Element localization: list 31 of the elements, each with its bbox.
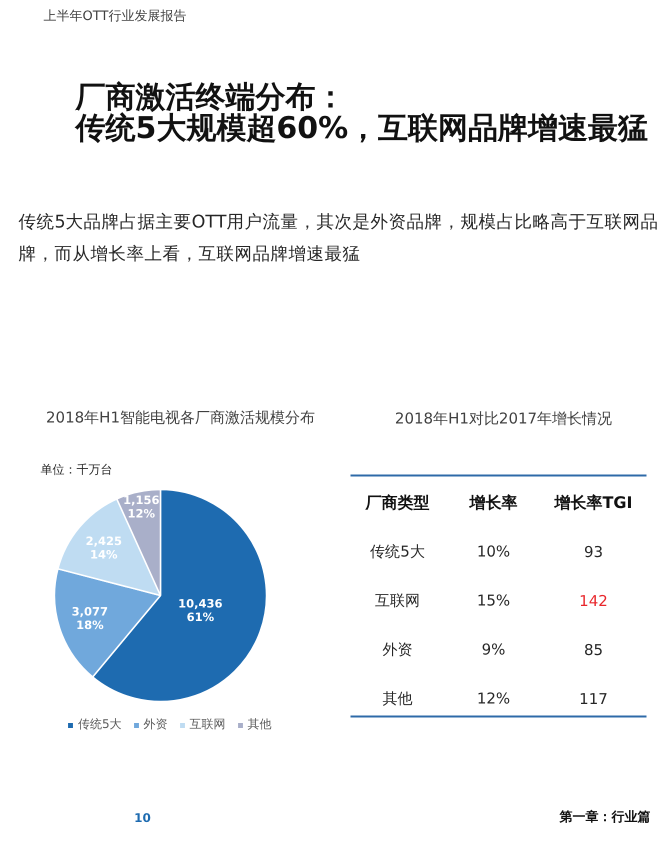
legend-label: 互联网 (190, 716, 226, 733)
text: 单位：千万台 (40, 462, 112, 476)
text: 10 (134, 811, 151, 825)
text: 142 (579, 592, 608, 610)
text: 第一章：行业篇 (558, 809, 650, 825)
chart-title: 2018年H1智能电视各厂商激活规模分布 (46, 408, 315, 426)
data-label: 3,077 18% (72, 604, 108, 632)
text: 93 (584, 543, 604, 561)
text: 85 (584, 641, 604, 659)
text: 厂商激活终端分布：传统5大规模超60%，互联网品牌增速最猛 (74, 80, 648, 146)
text: 2018年H1对比2017年增长情况 (394, 410, 612, 428)
category-label: 外资 (382, 640, 412, 658)
text: 12% (476, 690, 510, 708)
text: 15% (476, 592, 510, 610)
text: 9% (482, 640, 506, 658)
category-label: 增长率TGI (554, 493, 632, 512)
legend-label: 外资 (144, 716, 168, 733)
data-label: 10,436 61% (178, 596, 223, 624)
category-label: 传统5大 (370, 542, 425, 560)
category-label: 互联网 (375, 592, 420, 610)
text: 上半年OTT行业发展报告 (44, 9, 186, 24)
text: 10% (476, 542, 510, 560)
category-label: 增长率 (468, 493, 518, 512)
text: 传统5大品牌占据主要OTT用户流量，其次是外资品牌，规模占比略高于互联网品牌，而从增长率上看，互联网品牌增速最猛 (18, 212, 658, 264)
legend-label: 传统5大 (78, 716, 122, 733)
data-label: 1,156 12% (123, 492, 160, 520)
text: 117 (579, 690, 608, 708)
data-label: 2,425 14% (86, 534, 122, 562)
legend-label: 其他 (248, 716, 272, 733)
category-label: 其他 (382, 690, 412, 708)
text: 厂商类型 (364, 493, 430, 512)
